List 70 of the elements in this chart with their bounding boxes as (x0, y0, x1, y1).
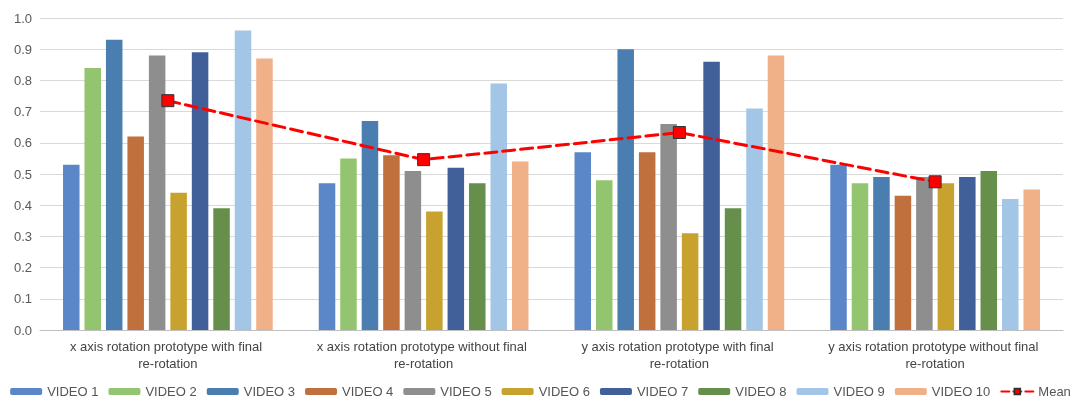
bar (851, 183, 869, 330)
bar (681, 233, 699, 330)
bar (148, 55, 166, 330)
bar (638, 152, 656, 330)
legend-label: VIDEO 6 (538, 384, 590, 399)
legend-label: VIDEO 10 (931, 384, 991, 399)
legend-label: VIDEO 1 (47, 384, 99, 399)
x-tick-label: x axis rotation prototype without final re-rotation (316, 339, 531, 371)
bar (490, 83, 508, 330)
bar (617, 49, 634, 330)
y-tick-label: 0.0 (13, 322, 32, 338)
bar (404, 170, 422, 330)
bar (703, 61, 720, 330)
x-tick-label: y axis rotation prototype without final re-rotation (828, 339, 1043, 371)
y-tick-label: 0.8 (13, 72, 32, 88)
bar (937, 183, 955, 330)
bar (383, 155, 400, 330)
point (928, 175, 942, 189)
bar (84, 67, 101, 330)
y-tick-label: 0.5 (13, 166, 32, 182)
legend-label: VIDEO 9 (833, 384, 885, 399)
y-tick-label: 0.9 (13, 41, 32, 57)
legend-label: Mean (1038, 384, 1071, 399)
point (417, 153, 431, 167)
legend-label: VIDEO 5 (440, 384, 492, 399)
bar (447, 167, 465, 330)
bar (426, 211, 443, 330)
bar (105, 39, 123, 330)
x-tick-label: x axis rotation prototype with final re-rotation (69, 339, 266, 371)
bar (574, 152, 592, 330)
bar (873, 177, 890, 330)
bar (724, 208, 742, 330)
bar (1002, 198, 1019, 330)
y-tick-label: 0.1 (13, 291, 32, 307)
bar (234, 30, 252, 330)
bar (63, 164, 80, 330)
bar (256, 58, 273, 330)
bar (959, 177, 976, 330)
bar (511, 161, 529, 330)
legend-label: VIDEO 8 (735, 384, 787, 399)
y-tick-label: 0.4 (13, 197, 32, 213)
point (672, 126, 686, 139)
y-tick-label: 0.6 (13, 135, 32, 151)
bar (980, 170, 998, 330)
bar (127, 136, 144, 330)
bar (170, 192, 187, 330)
y-tick-label: 0.7 (13, 104, 32, 120)
bar (916, 177, 933, 330)
legend-label: VIDEO 7 (636, 384, 689, 399)
bar (1023, 189, 1040, 330)
bar (830, 164, 847, 330)
bar (469, 183, 486, 330)
bar (340, 158, 357, 330)
y-tick-label: 0.3 (13, 228, 32, 244)
x-tick-label: y axis rotation prototype with final re-rotation (581, 339, 778, 371)
y-tick-label: 0.2 (13, 260, 32, 276)
bar (767, 55, 785, 330)
bar (213, 208, 230, 330)
bar (318, 183, 336, 330)
legend-label: VIDEO 2 (145, 384, 197, 399)
bar (660, 124, 677, 330)
legend-label: VIDEO 3 (243, 384, 296, 399)
legend-label: VIDEO 4 (342, 384, 394, 399)
bar (595, 180, 613, 330)
bar (746, 108, 763, 330)
bar (191, 52, 209, 330)
y-tick-label: 1.0 (13, 10, 32, 26)
bar (894, 195, 912, 330)
point (161, 94, 175, 108)
bar (361, 120, 379, 330)
